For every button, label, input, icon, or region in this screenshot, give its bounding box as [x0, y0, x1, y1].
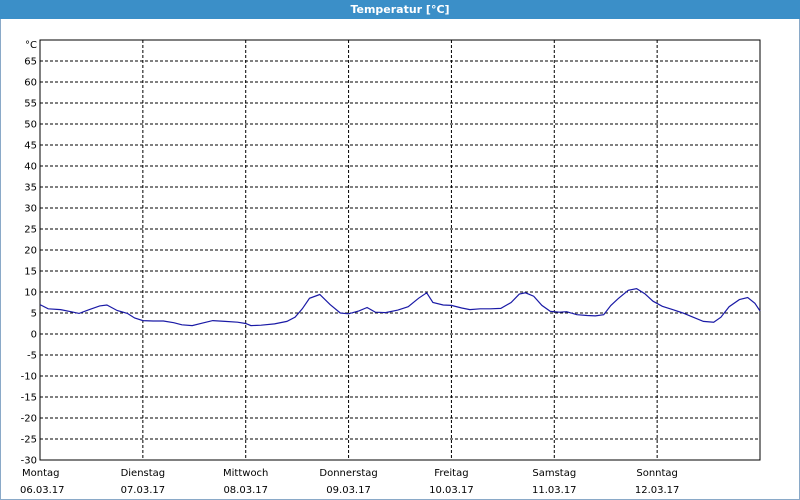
x-tick-weekday: Mittwoch [223, 468, 268, 479]
y-tick-label: 25 [24, 225, 37, 236]
y-tick-label: -10 [21, 372, 37, 383]
x-tick-date: 07.03.17 [121, 485, 166, 496]
y-tick-label: 60 [24, 78, 37, 89]
x-tick-date: 06.03.17 [20, 485, 65, 496]
temperature-series-line [39, 287, 761, 327]
y-tick-label: 45 [24, 141, 37, 152]
x-tick-date: 09.03.17 [326, 485, 371, 496]
y-tick-label: -20 [21, 414, 37, 425]
x-tick-weekday: Freitag [434, 468, 468, 479]
x-tick-weekday: Samstag [532, 468, 576, 479]
x-tick-weekday: Donnerstag [319, 468, 377, 479]
x-tick-date: 08.03.17 [223, 485, 268, 496]
y-tick-label: 35 [24, 183, 37, 194]
y-tick-label: 5 [31, 309, 37, 320]
y-tick-label: -5 [27, 351, 37, 362]
y-tick-label: -30 [21, 456, 37, 467]
x-tick-date: 12.03.17 [635, 485, 680, 496]
y-tick-label: 65 [24, 57, 37, 68]
x-tick-date: 10.03.17 [429, 485, 474, 496]
y-tick-label: 10 [24, 288, 37, 299]
x-tick-weekday: Dienstag [121, 468, 166, 479]
y-tick-label: 15 [24, 267, 37, 278]
y-axis-label: °C [25, 40, 37, 51]
y-tick-label: 50 [24, 120, 37, 131]
y-tick-label: 40 [24, 162, 37, 173]
y-tick-label: -15 [21, 393, 37, 404]
chart-title: Temperatur [°C] [0, 0, 800, 19]
x-tick-weekday: Montag [22, 468, 59, 479]
y-tick-label: 55 [24, 99, 37, 110]
y-tick-label: 0 [31, 330, 37, 341]
x-tick-weekday: Sonntag [636, 468, 678, 479]
y-tick-label: 30 [24, 204, 37, 215]
y-tick-label: -25 [21, 435, 37, 446]
x-tick-date: 11.03.17 [532, 485, 577, 496]
y-tick-label: 20 [24, 246, 37, 257]
